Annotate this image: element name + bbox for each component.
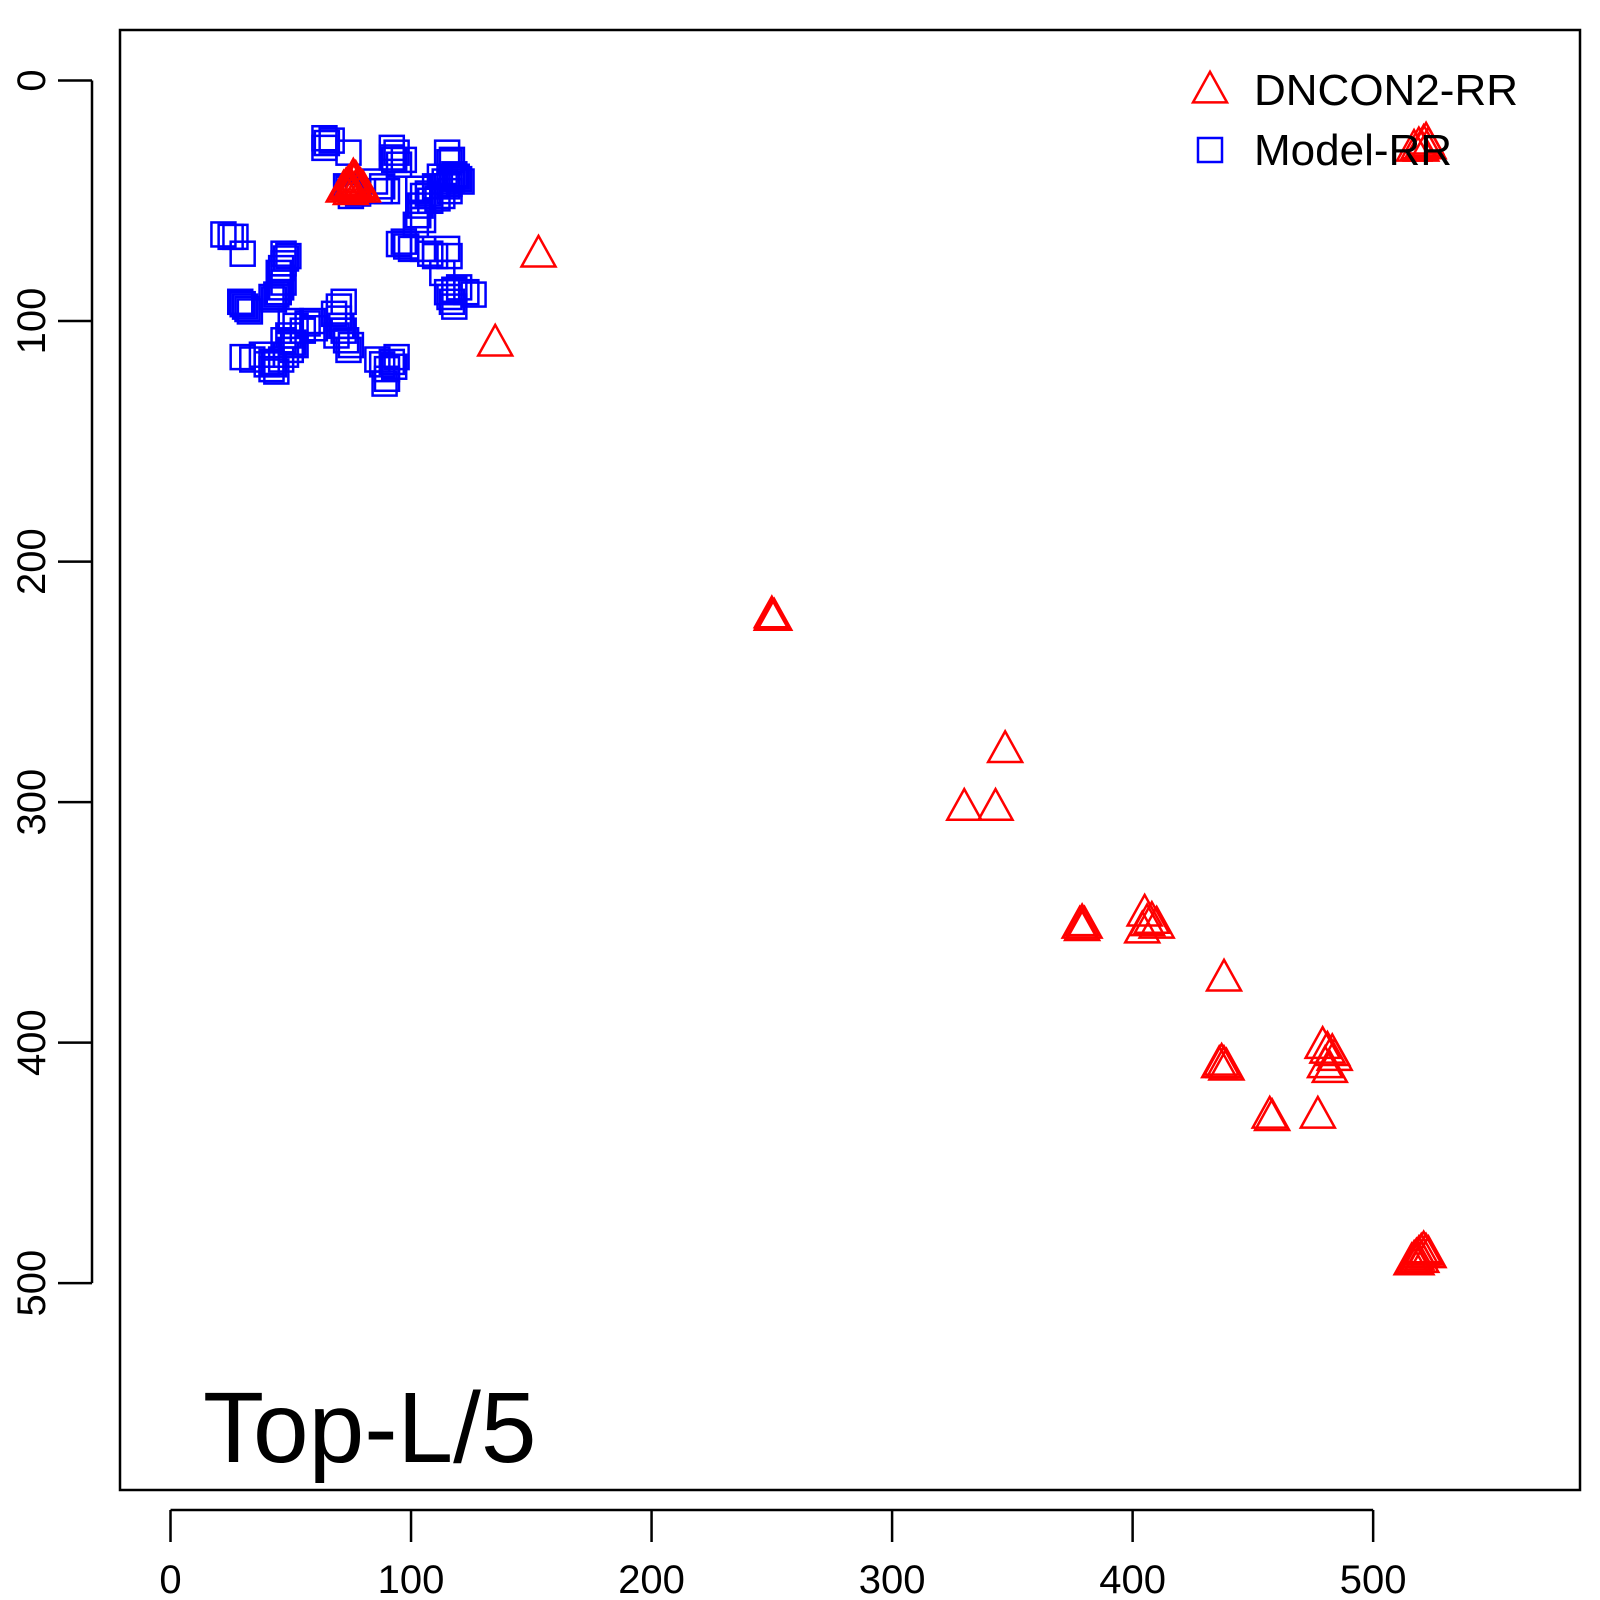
- data-point-triangle: [1310, 1048, 1349, 1084]
- data-point-triangle: [1137, 904, 1176, 939]
- data-point-square: [433, 139, 461, 166]
- data-point-triangle: [1402, 127, 1441, 162]
- panel-label: Top-L/5: [203, 1372, 537, 1484]
- data-point-triangle: [343, 168, 383, 203]
- data-point-square: [405, 201, 432, 229]
- y-tick-label: 500: [10, 1250, 54, 1317]
- data-point-triangle: [1204, 957, 1244, 992]
- x-tick-label: 0: [159, 1558, 181, 1600]
- data-point-triangle: [519, 233, 558, 268]
- data-point-square: [275, 242, 302, 270]
- data-point-square: [265, 259, 292, 287]
- data-point-square: [373, 365, 401, 393]
- data-point-square: [429, 182, 456, 210]
- data-point-square: [335, 336, 362, 364]
- data-point-square: [438, 288, 466, 316]
- data-point-square: [229, 290, 256, 318]
- data-point-square: [270, 240, 297, 267]
- data-point-triangle: [1402, 1238, 1441, 1274]
- data-point-triangle: [1062, 906, 1102, 942]
- data-point-square: [337, 331, 365, 359]
- legend-marker-triangle: [1190, 69, 1230, 104]
- data-point-square: [272, 245, 300, 272]
- data-point-square: [299, 307, 326, 335]
- data-point-square: [330, 288, 357, 316]
- y-tick-label: 200: [10, 528, 54, 595]
- y-tick-label: 400: [10, 1009, 54, 1076]
- data-point-triangle: [945, 786, 984, 821]
- data-point-square: [222, 223, 249, 251]
- data-point-square: [441, 293, 468, 320]
- data-point-square: [258, 348, 285, 376]
- data-point-square: [385, 151, 413, 178]
- data-point-square: [390, 228, 418, 255]
- y-tick-label: 0: [10, 69, 54, 91]
- data-point-triangle: [334, 156, 373, 191]
- legend-label: DNCON2-RR: [1254, 66, 1518, 115]
- x-tick-label: 300: [859, 1558, 926, 1600]
- data-point-triangle: [476, 322, 515, 357]
- data-point-triangle: [1305, 1043, 1345, 1079]
- series-dncon2-rr: [324, 120, 1448, 1276]
- data-point-triangle: [752, 594, 791, 629]
- data-point-triangle: [1132, 899, 1171, 935]
- data-point-triangle: [1253, 1096, 1292, 1132]
- data-point-triangle: [1303, 1024, 1342, 1060]
- data-point-triangle: [1409, 125, 1448, 160]
- data-point-square: [279, 329, 307, 356]
- y-tick-label: 300: [10, 769, 54, 836]
- x-tick-label: 100: [378, 1558, 445, 1600]
- data-point-triangle: [1207, 1046, 1246, 1081]
- data-point-triangle: [1123, 909, 1162, 944]
- data-point-triangle: [1298, 1094, 1337, 1129]
- legend-marker-square: [1196, 136, 1224, 164]
- x-axis: 0 100 200 300 400 500: [159, 1508, 1407, 1600]
- data-point-square: [275, 322, 302, 349]
- y-tick-label: 100: [10, 288, 54, 355]
- data-point-square: [438, 146, 466, 174]
- data-point-square: [407, 192, 434, 219]
- x-tick-label: 500: [1340, 1558, 1407, 1600]
- data-point-square: [378, 348, 406, 376]
- data-point-triangle: [1397, 1241, 1436, 1276]
- data-point-triangle: [1125, 892, 1164, 927]
- legend: DNCON2-RR Model-RR: [1190, 66, 1518, 175]
- data-point-square: [409, 206, 437, 234]
- data-point-square: [231, 293, 259, 320]
- x-tick-label: 200: [618, 1558, 685, 1600]
- data-point-triangle: [976, 786, 1015, 821]
- data-point-square: [325, 293, 353, 320]
- plot-frame: [118, 28, 1582, 1492]
- data-point-square: [371, 370, 398, 397]
- data-point-triangle: [986, 728, 1025, 764]
- data-point-square: [445, 274, 473, 301]
- data-point-square: [436, 242, 463, 270]
- data-point-square: [332, 327, 360, 354]
- plot-marks: [210, 120, 1448, 1276]
- data-point-triangle: [1315, 1036, 1354, 1072]
- data-point-square: [313, 129, 341, 157]
- legend-label: Model-RR: [1254, 126, 1452, 175]
- x-tick-label: 400: [1099, 1558, 1166, 1600]
- data-point-square: [383, 343, 410, 371]
- data-point-square: [421, 173, 449, 200]
- data-point-square: [227, 288, 254, 316]
- y-axis: 0 100 200 300 400 500: [10, 69, 94, 1317]
- data-point-square: [436, 149, 463, 176]
- data-point-square: [229, 240, 256, 267]
- data-point-triangle: [1308, 1029, 1347, 1064]
- data-point-square: [378, 144, 406, 171]
